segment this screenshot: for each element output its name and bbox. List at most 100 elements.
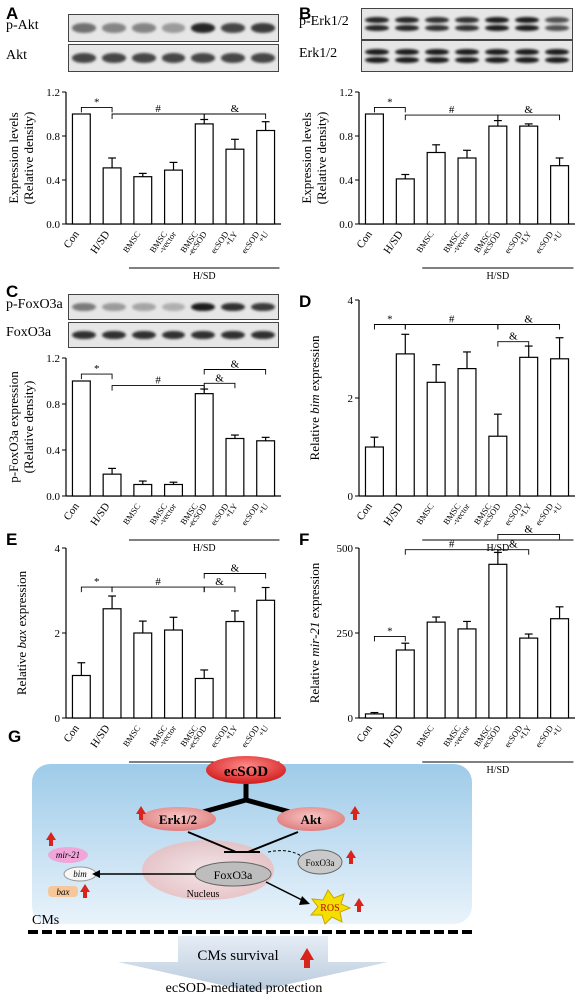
blot-band (101, 53, 126, 63)
panel-letter: F (299, 530, 310, 549)
y-axis-label: (Relative density) (21, 112, 36, 205)
blot-band (365, 16, 389, 24)
x-tick-label: Con (355, 228, 376, 250)
x-tick-label: +U (256, 723, 270, 738)
panel-d: D 0 2 4 Relative bim expression Con H/SD BMSC BM… (293, 282, 587, 554)
blot-band (221, 23, 246, 33)
y-tick-label: 0.4 (46, 175, 60, 187)
x-tick-label: BMSC (121, 501, 143, 526)
significance-bracket (497, 341, 530, 347)
significance-bracket (203, 369, 267, 375)
panel-letter-g: G (8, 727, 22, 746)
blot-strip (68, 44, 279, 72)
bar (364, 713, 384, 719)
x-tick-label: Con (355, 722, 376, 744)
blot-label: p-Akt (6, 18, 39, 33)
blot-band (71, 302, 96, 312)
blot-band (161, 302, 186, 312)
ecsod-label: ecSOD (224, 764, 268, 780)
bar (256, 129, 276, 225)
significance-bracket (203, 586, 236, 593)
significance-bracket (203, 113, 267, 119)
blot-strip (361, 40, 573, 72)
y-tick-label: 2 (348, 393, 354, 405)
y-tick-label: 2 (55, 628, 61, 640)
blot-band (251, 23, 275, 33)
significance-mark: * (94, 363, 100, 375)
significance-bracket (497, 114, 561, 121)
blot-band (191, 53, 216, 63)
blot-label: p-Erk1/2 (299, 14, 349, 29)
x-tick-label: H/SD (382, 501, 406, 528)
blot-band (515, 56, 539, 64)
x-tick-label: H/SD (382, 723, 406, 750)
bar (256, 440, 276, 497)
foxo3a-small-label: FoxO3a (306, 858, 335, 868)
cms-label: CMs (32, 913, 59, 928)
x-tick-label: +U (550, 229, 564, 244)
significance-bracket (497, 549, 530, 555)
group-label: H/SD (193, 543, 216, 554)
bar (225, 148, 245, 225)
bar (71, 674, 91, 719)
blot-band (545, 24, 569, 32)
panel-letter: B (299, 4, 312, 23)
significance-bracket (80, 373, 113, 380)
blot-band (251, 330, 275, 340)
bar-chart: 0.0 0.4 0.8 1.2 Expression levels (Relative d… (299, 87, 575, 282)
blot-band (191, 330, 216, 340)
blot-band (161, 23, 186, 33)
blot-band (395, 24, 419, 32)
survival-arrow (118, 936, 388, 992)
bar (457, 157, 477, 225)
significance-bracket (373, 635, 406, 642)
significance-mark: & (231, 103, 240, 115)
x-tick-label: +U (256, 229, 270, 244)
x-tick-label: ecSOD (239, 501, 261, 527)
blot-band (425, 24, 449, 32)
x-tick-label: ecSOD (533, 723, 555, 749)
significance-mark: # (449, 539, 455, 551)
blot-band (251, 53, 275, 63)
bar (225, 620, 245, 719)
bar (550, 358, 570, 497)
blot-band (545, 56, 569, 64)
blot-band (101, 302, 126, 312)
y-tick-label: 0 (348, 491, 354, 503)
y-tick-label: 0.8 (339, 131, 353, 143)
significance-mark: * (94, 576, 100, 588)
blot-band (71, 53, 96, 63)
y-tick-label: 500 (337, 543, 354, 555)
y-tick-label: 0.0 (339, 219, 353, 231)
akt-node (277, 807, 345, 831)
blot-band (71, 23, 96, 33)
x-tick-label: ecSOD (533, 501, 555, 527)
y-tick-label: 0.4 (339, 175, 353, 187)
bar (102, 608, 122, 719)
y-tick-label: 1.2 (46, 87, 60, 99)
significance-bracket (497, 324, 561, 330)
x-tick-label: +U (550, 501, 564, 516)
y-tick-label: 1.2 (46, 353, 60, 365)
significance-mark: # (155, 375, 161, 387)
significance-mark: # (449, 314, 455, 326)
significance-mark: & (524, 104, 533, 116)
nucleus-label: Nucleus (187, 889, 220, 900)
blot-band (455, 16, 479, 24)
x-tick-label: ecSOD (239, 723, 261, 749)
blot-band (485, 24, 509, 32)
y-axis-label: Expression levels (299, 112, 314, 203)
bar (194, 677, 214, 719)
y-axis-label: Relative bax expression (14, 570, 29, 695)
foxo3a-small-node (297, 849, 343, 875)
bar (71, 113, 91, 225)
blot-band (455, 56, 479, 64)
significance-mark: # (155, 103, 161, 115)
bar-chart: 0.0 0.4 0.8 1.2 Expression levels (Relative d… (6, 87, 281, 282)
bar (488, 563, 508, 719)
group-label: H/SD (486, 765, 509, 776)
bar-chart: 0 250 500 Relative mir-21 expression Con H/SD… (307, 523, 575, 776)
protection-label: ecSOD-mediated protection (166, 981, 323, 994)
